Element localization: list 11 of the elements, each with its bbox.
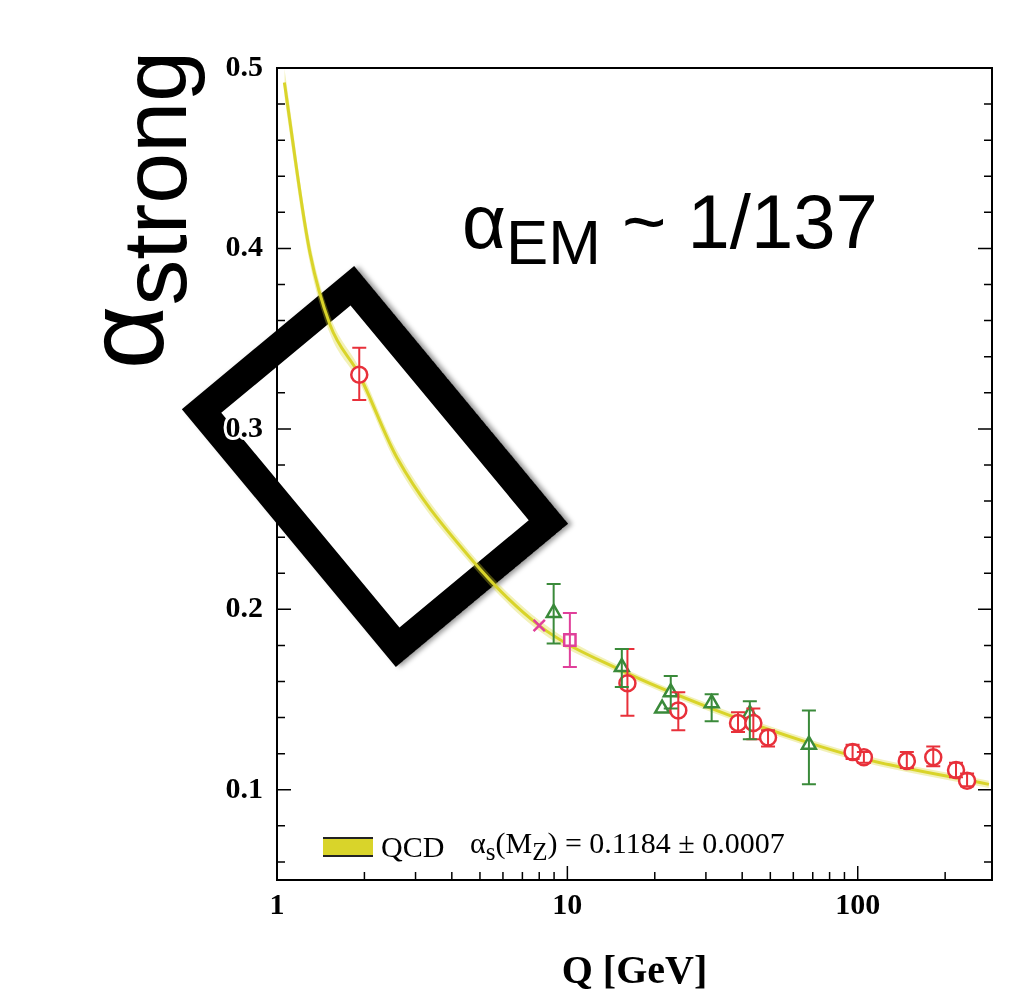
x-tick-label: 1 bbox=[269, 886, 285, 920]
x-tick-label: 10 bbox=[552, 886, 583, 920]
y-tick-label: 0.2 bbox=[225, 590, 263, 624]
annotation: α$_{EM}$ ~ 1/137 bbox=[462, 178, 878, 279]
x-axis-title: Q [GeV] bbox=[561, 947, 708, 993]
legend-label: QCD bbox=[381, 830, 445, 864]
y-tick-label: 0.4 bbox=[225, 229, 263, 263]
annotation: α$_{s}$(M$_{Z}$) = 0.1184 ± 0.0007 bbox=[470, 826, 785, 866]
x-tick-label: 100 bbox=[835, 886, 881, 920]
y-tick-label: 0.1 bbox=[225, 770, 263, 804]
y-tick-label: 0.5 bbox=[225, 48, 263, 82]
